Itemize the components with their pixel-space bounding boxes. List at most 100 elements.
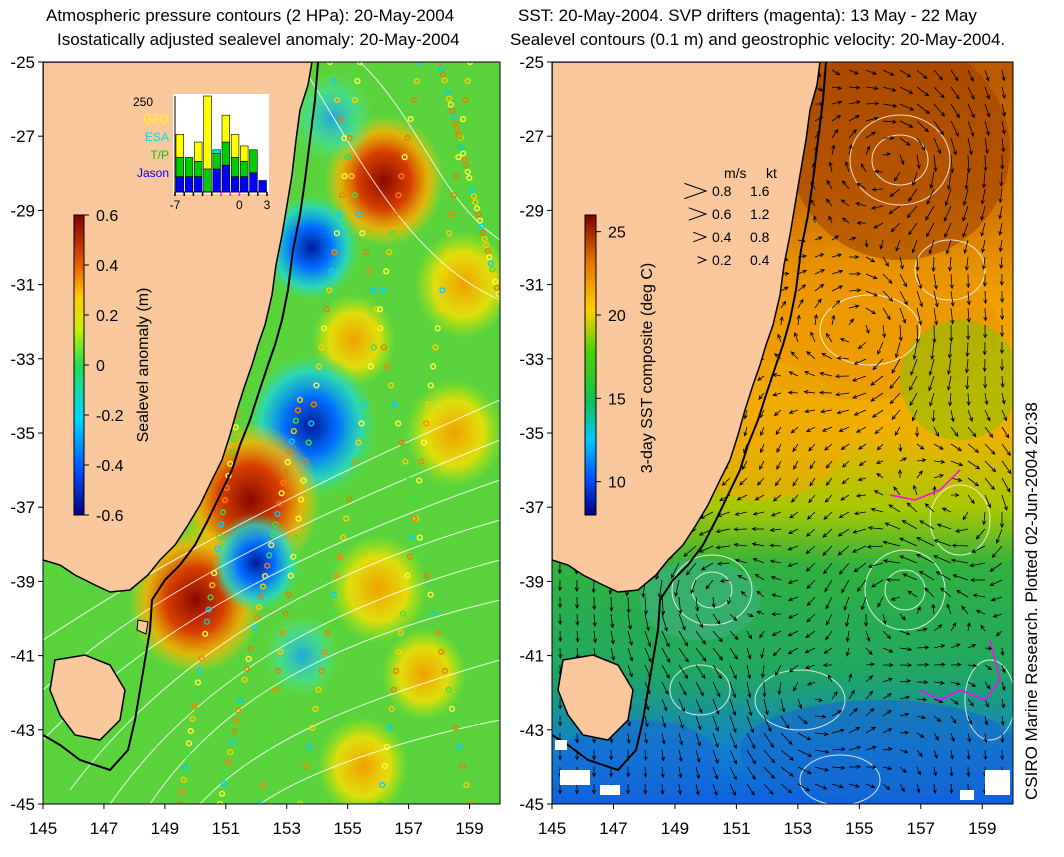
velocity-vector — [806, 681, 816, 686]
velocity-vector — [924, 503, 935, 513]
velocity-vector — [916, 120, 929, 133]
velocity-vector — [695, 630, 706, 645]
anomaly-blob — [405, 379, 500, 487]
y-tick-label: -43 — [10, 721, 35, 740]
velocity-vector — [721, 477, 731, 486]
velocity-vector — [712, 732, 719, 749]
velocity-vector — [948, 392, 953, 407]
velocity-vector — [882, 69, 895, 76]
track-dot — [292, 417, 299, 424]
track-dot — [459, 762, 466, 770]
velocity-vector — [1001, 86, 1006, 100]
velocity-vector — [592, 630, 598, 644]
velocity-vector — [933, 86, 945, 99]
velocity-legend-arrow — [697, 256, 708, 264]
velocity-vector — [899, 273, 907, 288]
velocity-vector — [678, 664, 689, 680]
inset-bar — [221, 114, 230, 143]
velocity-vector — [848, 672, 853, 683]
velocity-vector — [972, 593, 986, 598]
velocity-vector — [774, 664, 782, 677]
velocity-vector — [805, 630, 816, 638]
velocity-vector — [890, 596, 901, 601]
velocity-vector — [712, 715, 719, 732]
velocity-vector — [712, 664, 722, 680]
velocity-vector — [848, 69, 860, 75]
velocity-vector — [1001, 103, 1007, 117]
velocity-vector — [899, 647, 913, 652]
velocity-vector — [712, 630, 723, 643]
velocity-vector — [882, 559, 901, 564]
velocity-vector — [1001, 120, 1006, 135]
velocity-vector — [574, 579, 579, 593]
velocity-vector — [845, 613, 850, 628]
velocity-vector — [814, 298, 822, 309]
anomaly-blob — [317, 716, 409, 804]
track-dot — [321, 648, 328, 655]
track-dot — [431, 610, 438, 617]
velocity-vector — [950, 460, 964, 467]
track-dot — [425, 401, 432, 408]
track-dot — [279, 629, 287, 636]
velocity-vector — [823, 647, 833, 654]
velocity-vector — [911, 239, 918, 254]
colorbar-tick-label: -0.6 — [96, 508, 124, 525]
x-tick-label: 155 — [333, 819, 361, 838]
velocity-vector — [933, 624, 943, 632]
velocity-vector — [1001, 698, 1006, 709]
velocity-vector — [980, 188, 986, 205]
track-dot — [282, 610, 289, 617]
velocity-legend-kt: 1.6 — [750, 183, 770, 199]
velocity-vector — [848, 783, 860, 788]
velocity-vector — [918, 570, 935, 581]
velocity-vector — [906, 502, 918, 513]
velocity-vector — [882, 630, 892, 640]
track-dot — [330, 77, 337, 85]
anomaly-blob — [210, 512, 302, 613]
track-dot — [446, 95, 453, 102]
velocity-vector — [933, 307, 939, 326]
velocity-vector — [933, 680, 945, 685]
velocity-vector — [933, 732, 939, 741]
track-dot — [388, 705, 395, 712]
velocity-vector — [746, 681, 752, 699]
velocity-vector — [969, 562, 986, 568]
velocity-vector — [746, 630, 753, 640]
track-dot — [296, 396, 304, 404]
x-tick-label: 155 — [845, 819, 873, 838]
velocity-vector — [933, 426, 939, 438]
velocity-vector — [946, 375, 952, 391]
track-dot — [203, 618, 211, 625]
inset-bar — [203, 168, 212, 193]
velocity-vector — [899, 69, 912, 78]
track-dot — [420, 553, 427, 560]
velocity-vector — [716, 561, 731, 566]
track-dot — [398, 173, 405, 180]
velocity-vector — [740, 590, 748, 598]
track-dot — [416, 62, 424, 66]
y-tick-label: -31 — [10, 276, 35, 295]
inset-bar — [240, 160, 249, 177]
velocity-vector — [1001, 426, 1010, 439]
velocity-vector — [777, 681, 782, 696]
inset-x-tick-label: 0 — [236, 198, 243, 212]
velocity-vector — [928, 375, 935, 392]
track-dot — [395, 192, 402, 199]
velocity-vector — [804, 409, 816, 414]
velocity-vector — [729, 732, 737, 750]
velocity-vector — [975, 609, 986, 615]
track-dot — [286, 448, 293, 455]
inset-bar — [221, 164, 230, 193]
velocity-vector — [983, 307, 988, 322]
velocity-vector — [823, 562, 833, 575]
velocity-vector — [909, 375, 918, 391]
velocity-vector — [797, 284, 807, 292]
velocity-vector — [933, 443, 944, 450]
velocity-vector — [856, 220, 867, 226]
velocity-vector — [936, 523, 952, 530]
velocity-vector — [831, 765, 846, 770]
inset-x-tick-label: -7 — [170, 198, 181, 212]
track-dot — [352, 458, 359, 465]
velocity-vector — [931, 409, 936, 423]
track-dot — [404, 135, 411, 142]
